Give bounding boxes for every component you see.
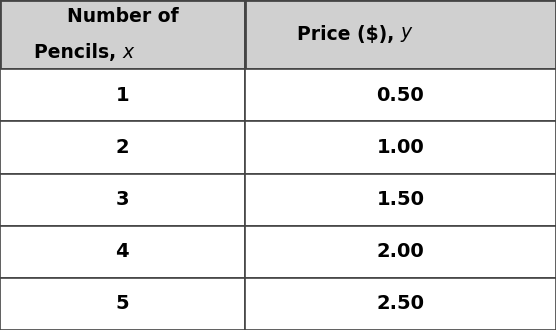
Text: Price ($),: Price ($), <box>296 25 400 44</box>
Bar <box>0 69 245 121</box>
Text: ​$\it{x}$: ​$\it{x}$ <box>122 43 136 62</box>
Text: 5: 5 <box>116 294 129 314</box>
Text: 2.00: 2.00 <box>376 242 424 261</box>
Text: 3: 3 <box>116 190 129 209</box>
Bar <box>0 174 245 226</box>
Bar <box>245 121 556 174</box>
Bar <box>0 0 245 69</box>
Text: Number of: Number of <box>67 7 178 26</box>
Bar <box>245 0 556 69</box>
Bar <box>0 226 245 278</box>
Text: ​$\it{y}$: ​$\it{y}$ <box>400 25 414 44</box>
Text: 4: 4 <box>116 242 129 261</box>
Bar <box>245 69 556 121</box>
Bar <box>0 278 245 330</box>
Text: 0.50: 0.50 <box>376 86 424 105</box>
Bar <box>245 226 556 278</box>
Bar <box>245 174 556 226</box>
Bar <box>245 278 556 330</box>
Text: 1: 1 <box>116 86 129 105</box>
Text: Pencils,: Pencils, <box>34 43 122 62</box>
Text: 1.50: 1.50 <box>376 190 424 209</box>
Text: 1.00: 1.00 <box>376 138 424 157</box>
Text: 2: 2 <box>116 138 129 157</box>
Text: 2.50: 2.50 <box>376 294 424 314</box>
Bar <box>0 121 245 174</box>
